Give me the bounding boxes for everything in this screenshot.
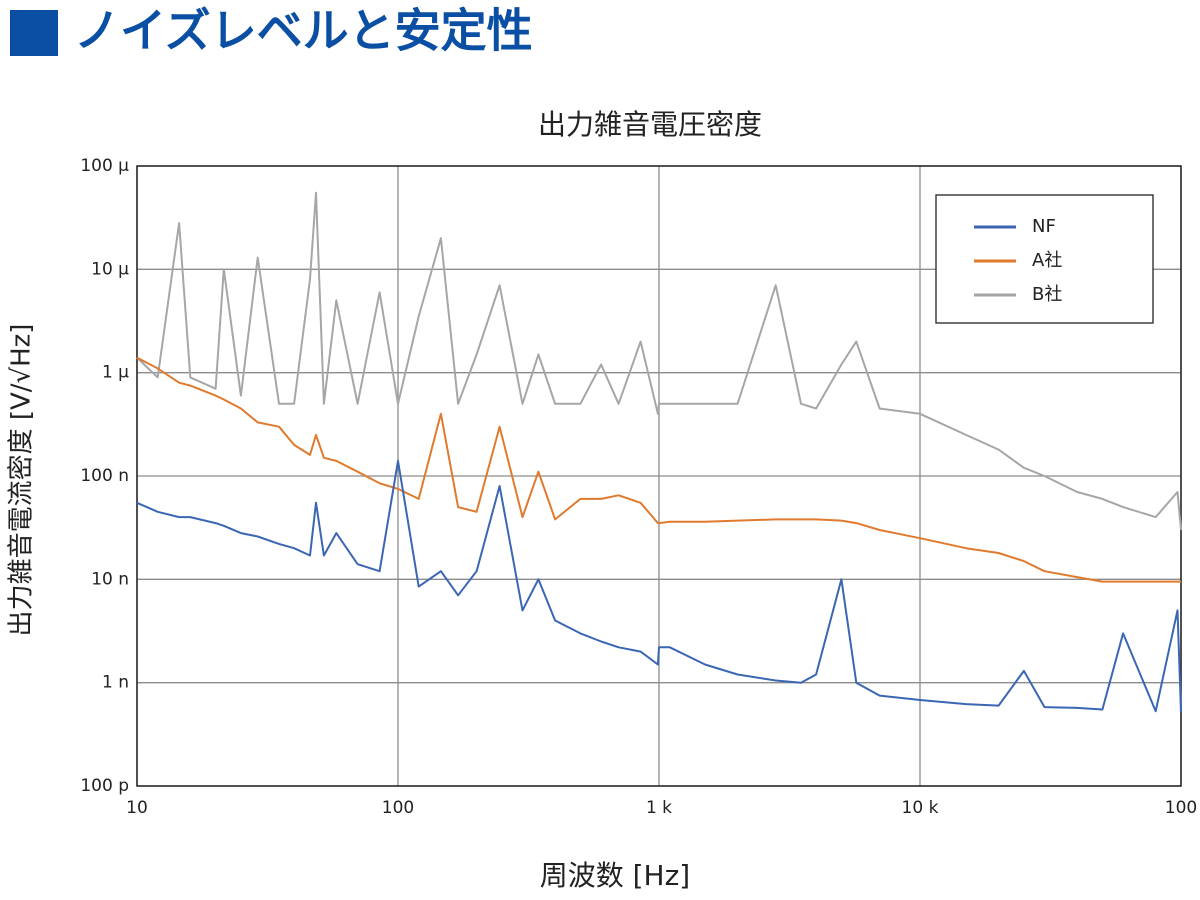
- series-line: [136, 356, 1181, 583]
- page-heading: ノイズレベルと安定性: [74, 4, 533, 58]
- y-tick-label: 1 n: [102, 673, 129, 693]
- plot-frame: [136, 165, 1182, 787]
- series-line: [136, 459, 1182, 713]
- y-tick-label: 1 μ: [102, 363, 129, 383]
- x-tick-label: 100: [1165, 798, 1197, 818]
- series-line: [136, 191, 1182, 531]
- legend-label: A社: [1032, 250, 1062, 271]
- x-axis-label: 周波数 [Hz]: [540, 859, 691, 892]
- x-tick-label: 10 k: [902, 798, 939, 818]
- heading-marker: [10, 10, 58, 56]
- chart-title: 出力雑音電圧密度: [538, 108, 762, 141]
- x-tick-label: 1 k: [646, 798, 672, 818]
- y-tick-label: 100 p: [80, 776, 129, 796]
- x-tick-label: 10: [126, 798, 148, 818]
- y-tick-label: 100 μ: [80, 156, 129, 176]
- y-axis-label: 出力雑音電流密度 [V/√Hz]: [7, 324, 37, 637]
- y-tick-label: 10 μ: [91, 259, 129, 279]
- legend-label: NF: [1032, 216, 1056, 237]
- legend-label: B社: [1032, 284, 1062, 305]
- y-tick-label: 10 n: [91, 569, 129, 589]
- y-tick-label: 100 n: [80, 466, 129, 486]
- legend-box: [935, 194, 1154, 324]
- x-tick-label: 100: [382, 798, 414, 818]
